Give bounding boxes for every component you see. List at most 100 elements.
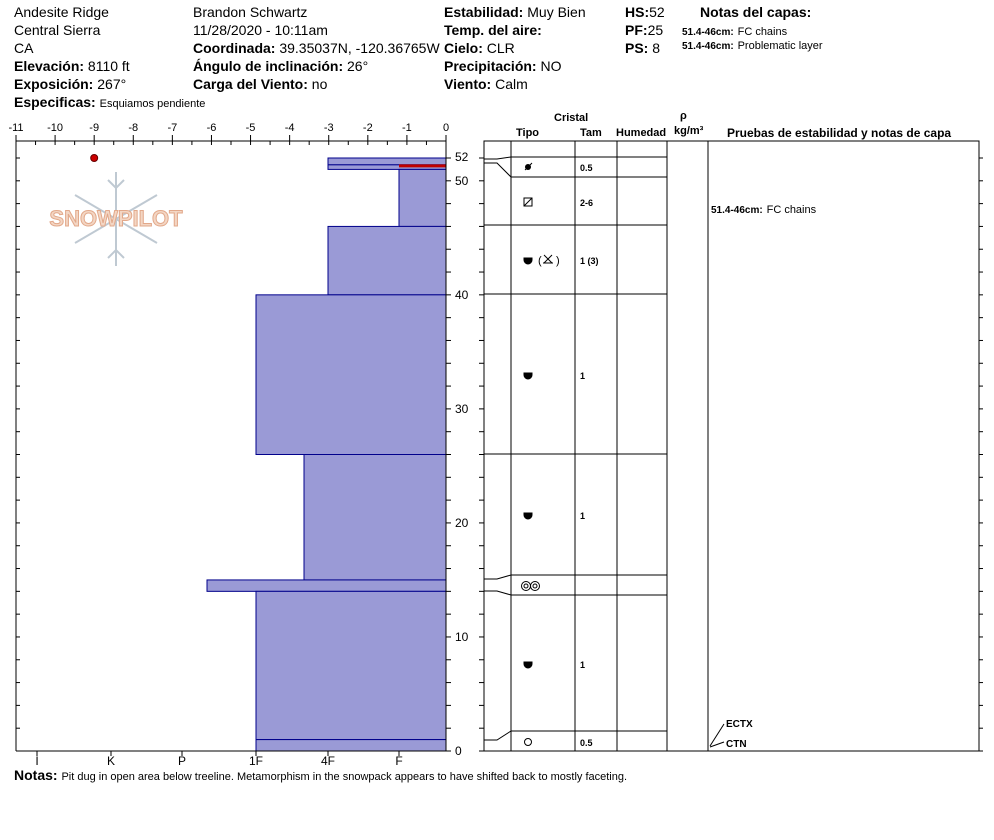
- crystal-size-label: 0.5: [580, 163, 593, 173]
- hardness-bar: [327, 225, 447, 296]
- hardness-tick-label: I: [35, 754, 38, 768]
- grain-connector: [484, 730, 512, 741]
- hardness-bars: [206, 157, 447, 752]
- hs-value: 52: [649, 4, 665, 20]
- crystal-faceted-rounded-icon: [523, 257, 533, 265]
- ps-label: PS:: [625, 40, 649, 56]
- crystal-size-label: 1 (3): [580, 256, 599, 266]
- depth-tick-label: 30: [455, 402, 469, 416]
- crystal-size-label: 1: [580, 660, 585, 670]
- column-crystal: Cristal: [554, 112, 589, 124]
- stability-test-label: ECTX: [726, 719, 753, 730]
- layer-test-note-text: FC chains: [766, 204, 817, 216]
- snowpilot-watermark: SNOWPILOT: [49, 172, 184, 266]
- pf-value: 25: [647, 22, 664, 38]
- temperature-point: [90, 154, 99, 162]
- coord-label: Coordinada:: [193, 40, 276, 56]
- crystal-faceted-rounded-icon: [523, 512, 533, 520]
- specifics-label: Especificas:: [14, 94, 96, 110]
- hardness-tick-label: K: [107, 754, 115, 768]
- crystal-size-label: 0.5: [580, 738, 593, 748]
- temp-tick-label: -10: [47, 122, 63, 134]
- hardness-tick-label: 4F: [321, 754, 335, 768]
- layer-notes-title: Notas del capas:: [700, 4, 812, 20]
- temp-tick-label: -6: [207, 122, 217, 134]
- hardness-bar: [398, 168, 447, 227]
- pf: PF:25: [625, 22, 663, 38]
- temp-tick-label: -1: [402, 122, 412, 134]
- sky: Cielo: CLR: [444, 40, 515, 56]
- layer-test-note: 51.4-46cm: FC chains: [711, 200, 816, 219]
- grain-table: 0.5 2-6 () 1 (3) 1 1 1 0.5 ECTX CTN: [479, 140, 983, 752]
- notes: Notas: Pit dug in open area below treeli…: [14, 767, 627, 785]
- temp-tick-label: 0: [443, 122, 449, 134]
- stability-label: Estabilidad:: [444, 4, 524, 20]
- temp-tick-label: -5: [246, 122, 256, 134]
- temp-tick-label: -8: [128, 122, 138, 134]
- aspect-value: 267°: [97, 76, 127, 92]
- hardness-bar: [327, 157, 447, 166]
- slope-angle: Ángulo de inclinación: 26°: [193, 58, 368, 74]
- specifics-value: Esquiamos pendiente: [99, 98, 206, 110]
- layer-note-text: FC chains: [737, 26, 788, 38]
- depth-tick-label: 20: [455, 516, 469, 530]
- temp-tick-label: -2: [363, 122, 373, 134]
- precip-label: Precipitación:: [444, 58, 537, 74]
- grain-connector: [484, 574, 512, 580]
- grain-connector: [484, 162, 512, 178]
- grain-table-frame: [483, 140, 980, 752]
- depth-tick-label: 10: [455, 630, 469, 644]
- hardness-tick-label: 1F: [249, 754, 263, 768]
- crystal-size-label: 1: [580, 511, 585, 521]
- air-temp-label: Temp. del aire:: [444, 22, 542, 38]
- temp-tick-label: -4: [285, 122, 295, 134]
- crystal-paren-open: (: [538, 255, 542, 267]
- column-type: Tipo: [516, 127, 540, 139]
- stability-value: Muy Bien: [527, 4, 586, 20]
- watermark-text: SNOWPILOT: [49, 206, 183, 231]
- pf-label: PF:: [625, 22, 648, 38]
- crystal-melt-icon: [532, 583, 538, 589]
- crystal-melt-icon: [523, 583, 529, 589]
- wind-value: Calm: [495, 76, 528, 92]
- sky-label: Cielo:: [444, 40, 483, 56]
- wind-load-label: Carga del Viento:: [193, 76, 308, 92]
- column-density-symbol: ρ: [680, 110, 687, 122]
- hardness-tick-label: F: [395, 754, 402, 768]
- depth-tick-label: 40: [455, 288, 469, 302]
- stability-test-label: CTN: [726, 739, 747, 750]
- aspect: Exposición: 267°: [14, 76, 126, 92]
- hardness-tick-label: P: [178, 754, 186, 768]
- temp-tick-label: -3: [324, 122, 334, 134]
- hardness-bar: [255, 294, 447, 455]
- hardness-bar: [206, 579, 447, 592]
- layer-note: 51.4-46cm: FC chains: [682, 23, 787, 40]
- crystal-rounded-icon: [524, 738, 532, 746]
- hardness-bar: [255, 590, 447, 741]
- crystal-facet-icon-stroke: [523, 197, 533, 207]
- depth-tick-label: 52: [455, 150, 469, 164]
- precipitation: Precipitación: NO: [444, 58, 561, 74]
- hardness-bar: [303, 454, 447, 581]
- column-tests: Pruebas de estabilidad y notas de capa: [727, 126, 952, 140]
- slope-label: Ángulo de inclinación:: [193, 58, 344, 74]
- crystal-size-label: 2-6: [580, 198, 593, 208]
- depth-tick-label: 50: [455, 174, 469, 188]
- column-density-unit: kg/m³: [674, 125, 704, 137]
- observer-name: Brandon Schwartz: [193, 4, 308, 20]
- temp-tick-label: -11: [8, 122, 23, 134]
- layer-note-range: 51.4-46cm:: [682, 27, 734, 38]
- layer-note-range: 51.4-46cm:: [682, 41, 734, 52]
- crystal-paren-close: ): [556, 255, 560, 267]
- location-name: Andesite Ridge: [14, 4, 109, 20]
- wind-load-value: no: [311, 76, 328, 92]
- stability-test-leader: [709, 741, 725, 748]
- grain-connector: [484, 590, 512, 596]
- coord-value: 39.35037N, -120.36765W: [279, 40, 440, 56]
- notes-label: Notas:: [14, 767, 58, 783]
- layer-test-note-range: 51.4-46cm:: [711, 205, 763, 216]
- slope-value: 26°: [347, 58, 369, 74]
- column-moisture: Humedad: [616, 127, 667, 139]
